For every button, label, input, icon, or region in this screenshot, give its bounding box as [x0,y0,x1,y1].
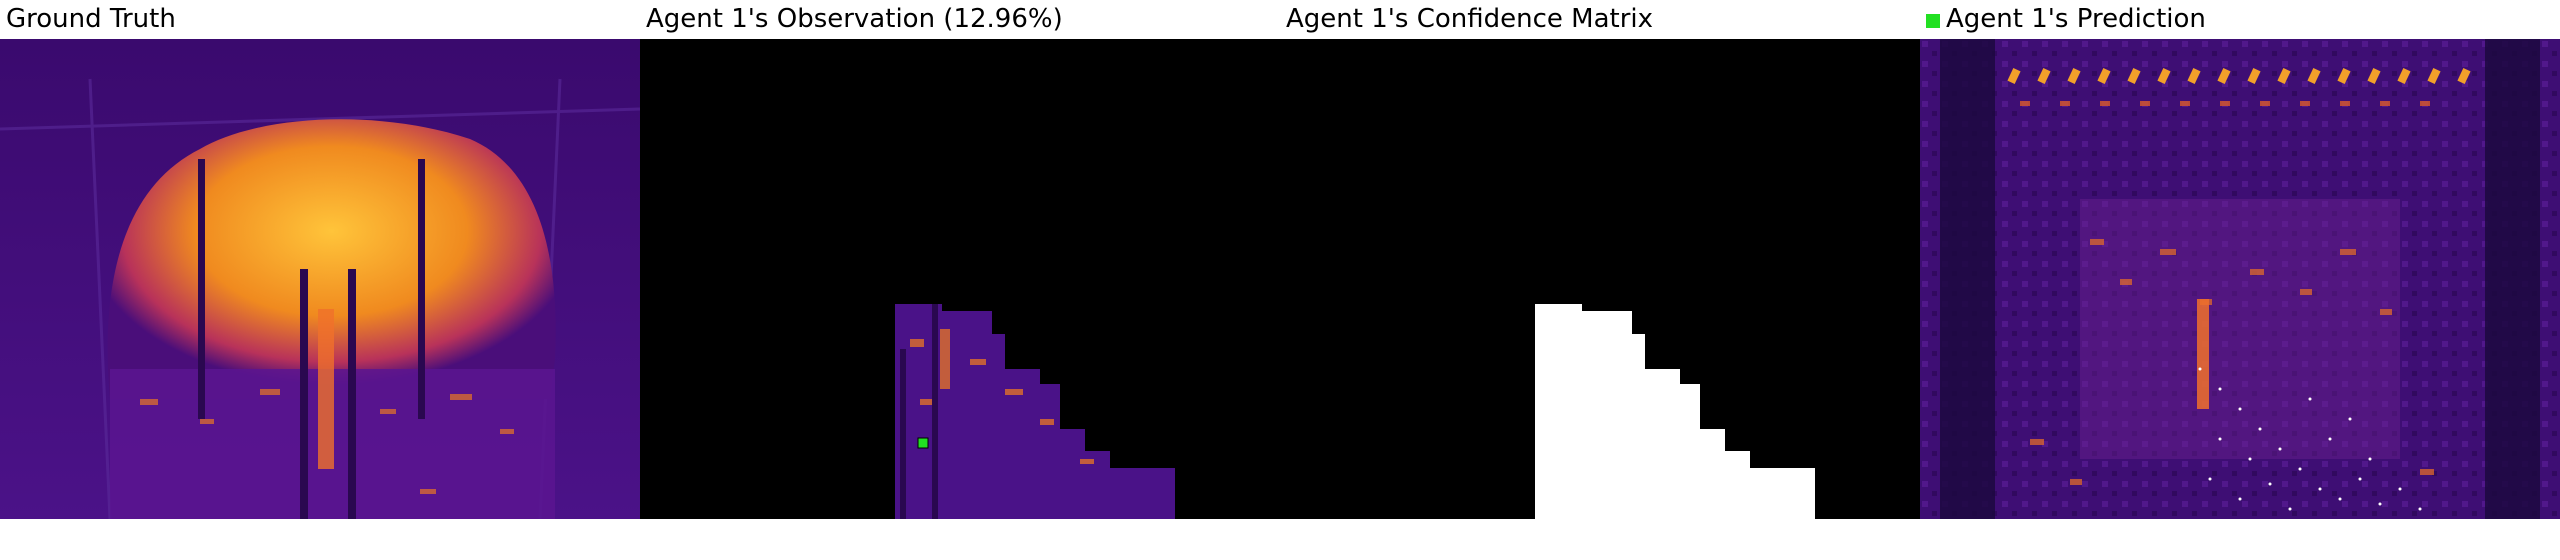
agent-marker-square-icon [1926,14,1940,28]
panel-prediction: Agent 1's Prediction [1920,0,2560,520]
prediction-image [1920,39,2560,519]
confidence-matrix-image [1280,39,1920,519]
panel-title-observation: Agent 1's Observation (12.96%) [646,4,1063,34]
panel-observation: Agent 1's Observation (12.96%) [640,0,1280,520]
panel-title-ground-truth: Ground Truth [6,4,176,34]
observation-image [640,39,1280,519]
agent-marker-icon [917,437,929,449]
panel-confidence-matrix: Agent 1's Confidence Matrix [1280,0,1920,520]
panel-title-prediction: Agent 1's Prediction [1926,2,2206,36]
prediction-title-text: Agent 1's Prediction [1946,4,2206,34]
ground-truth-image [0,39,640,519]
panel-ground-truth: Ground Truth [0,0,640,520]
panel-title-confidence-matrix: Agent 1's Confidence Matrix [1286,4,1654,34]
